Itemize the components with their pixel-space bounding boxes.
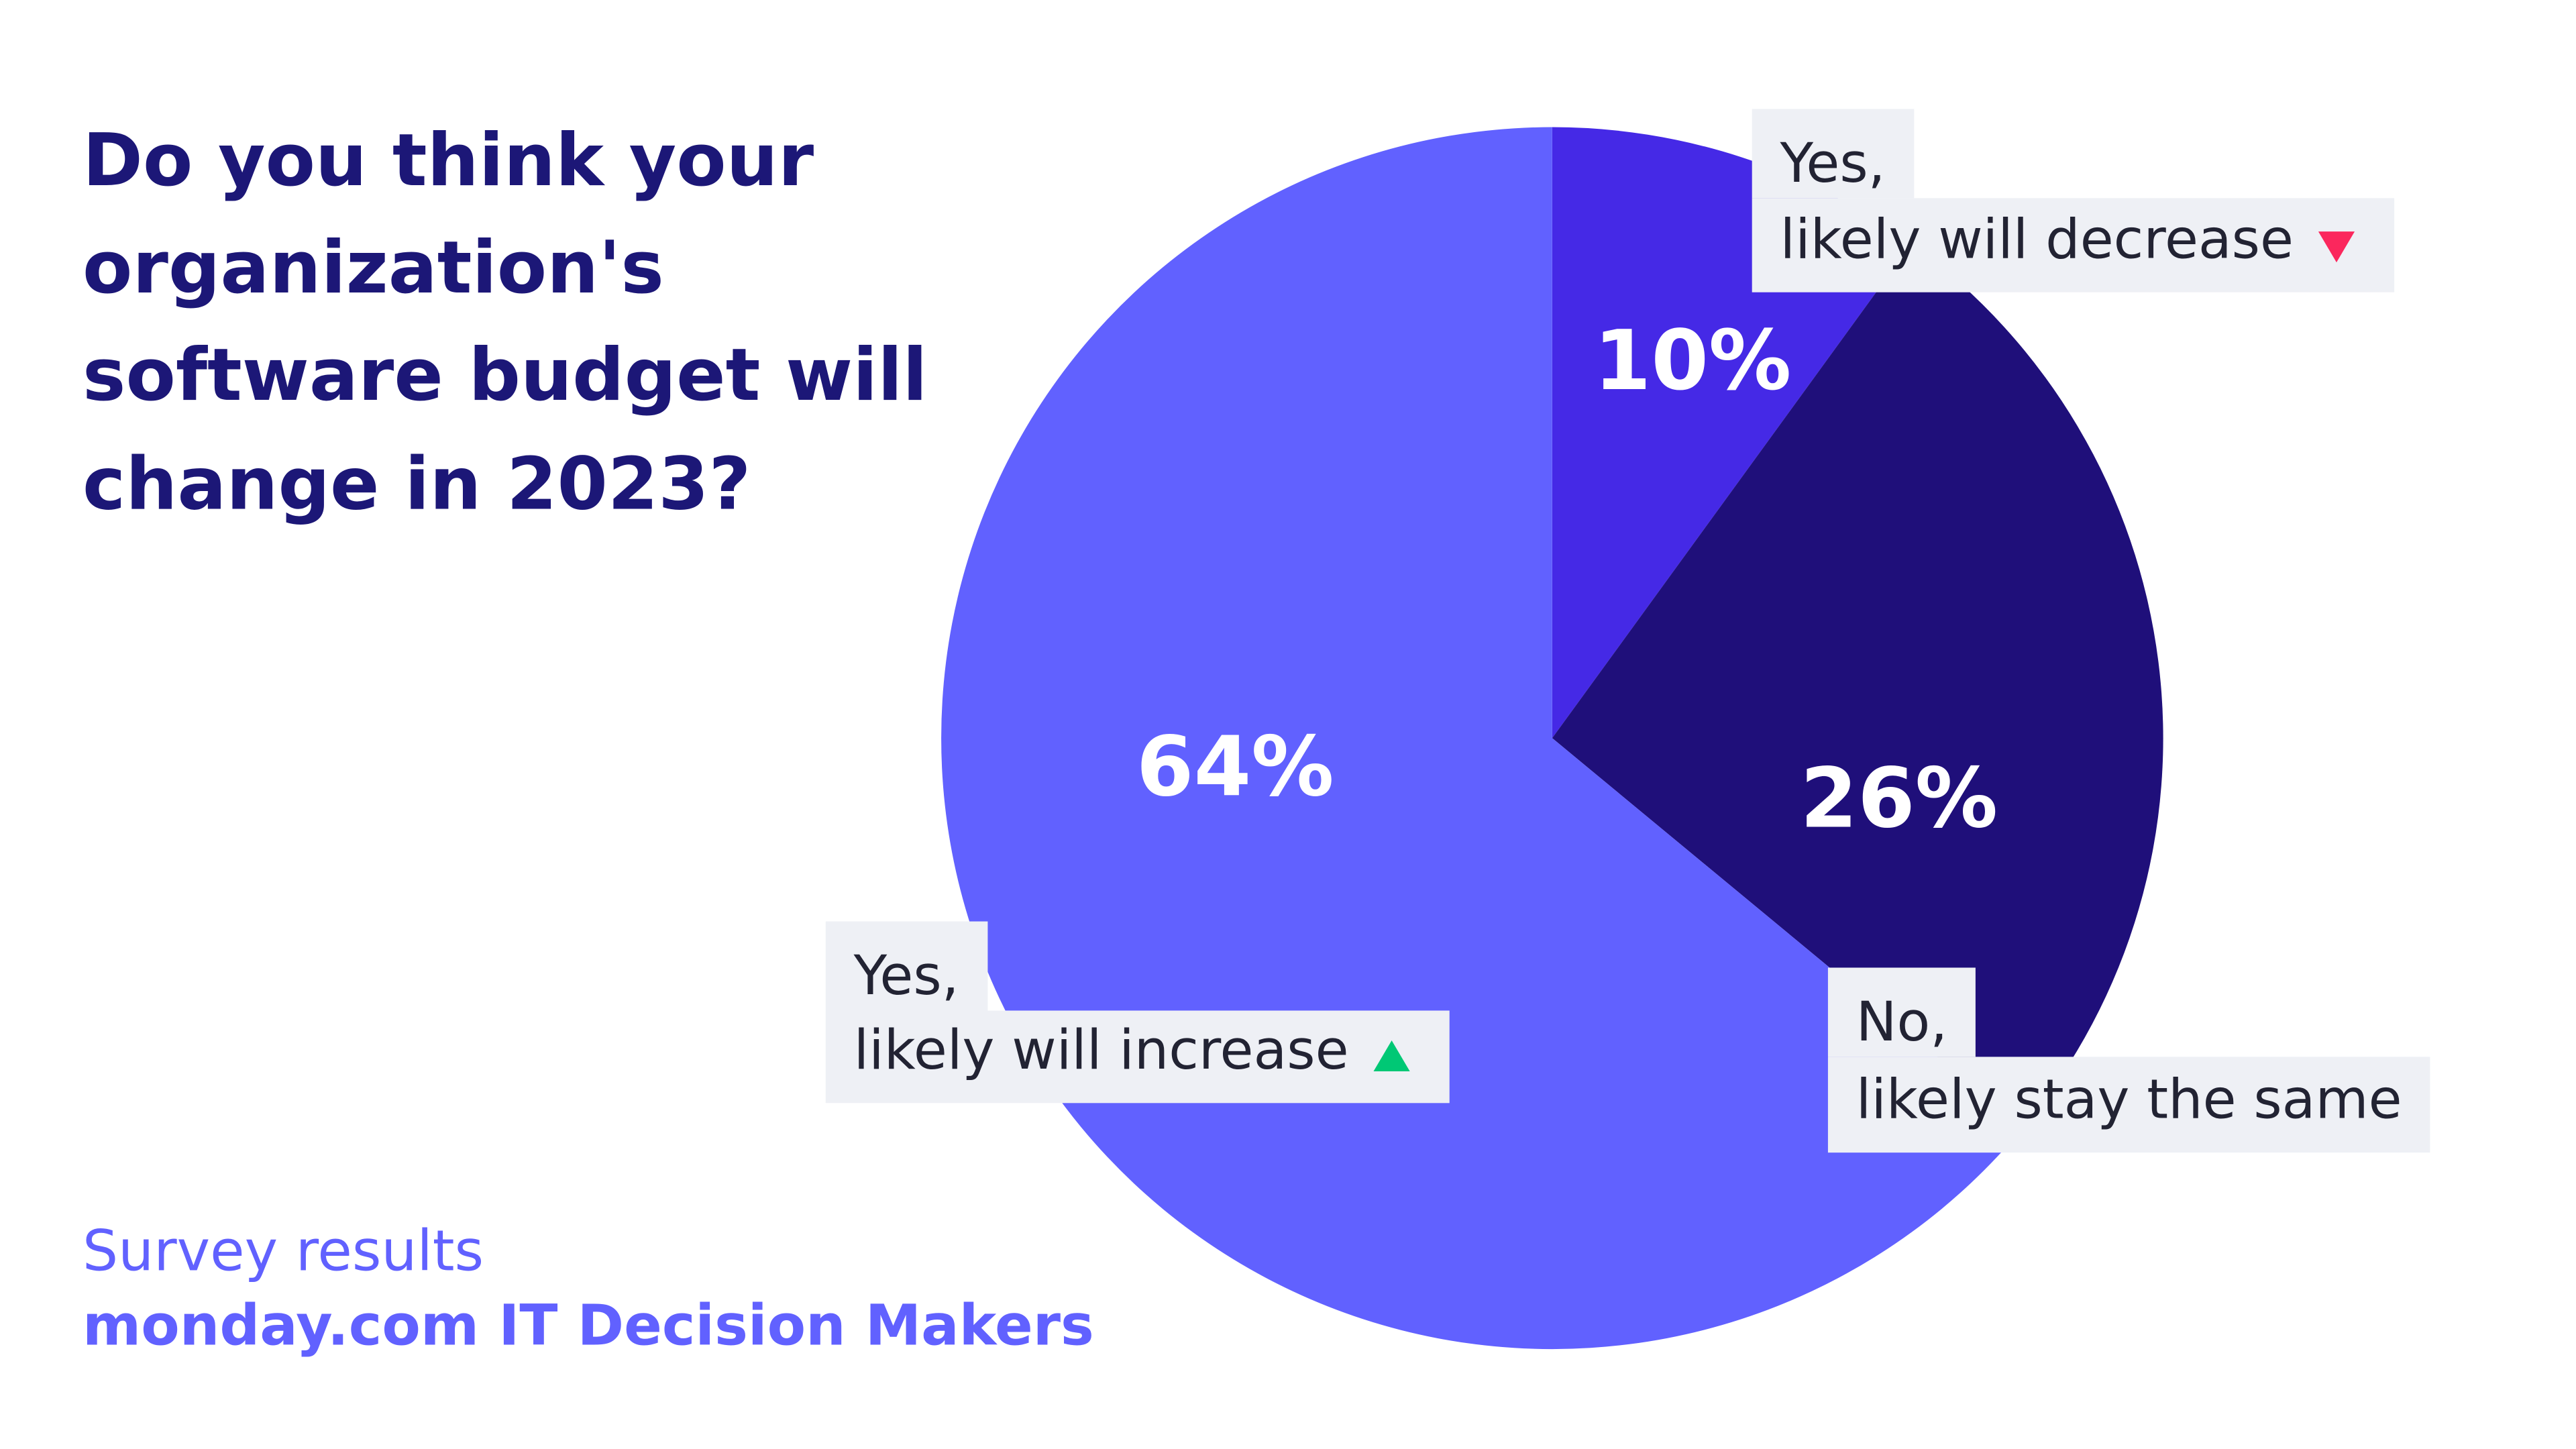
source: monday.com IT Decision Makers: [83, 1292, 1094, 1358]
pie: [941, 127, 2163, 1350]
subtitle: Survey results: [83, 1218, 484, 1284]
category-label-line: likely will decrease: [1780, 208, 2294, 271]
label-box: [1827, 1057, 2430, 1153]
label-box: [825, 1010, 1450, 1104]
chart-title: Do you think your: [83, 117, 814, 203]
chart-title: software budget will: [83, 332, 927, 417]
labels: 10% 26% 64% Yes, likely will decrease No, like…: [825, 109, 2430, 1153]
value-label: 10%: [1594, 313, 1792, 409]
category-label: No, likely stay the same: [1827, 967, 2430, 1153]
label-box: [1752, 198, 2395, 292]
value-label: 64%: [1136, 720, 1334, 816]
label-box: [825, 921, 988, 1011]
category-label: Yes, likely will decrease: [1752, 109, 2395, 292]
category-label-line: Yes,: [853, 945, 959, 1008]
trend-icon: [1373, 1040, 1410, 1072]
chart-title: change in 2023?: [83, 441, 751, 526]
category-label-line: likely stay the same: [1856, 1069, 2402, 1132]
label-box: [1752, 109, 1915, 199]
category-label-line: No,: [1856, 991, 1947, 1054]
category-label: Yes, likely will increase: [825, 921, 1450, 1104]
pie-slice: [1552, 244, 2163, 1128]
category-label-line: likely will increase: [854, 1019, 1349, 1082]
value-label: 26%: [1800, 751, 1998, 847]
category-label-line: Yes,: [1780, 132, 1886, 195]
trend-icon: [2318, 231, 2355, 263]
label-box: [1827, 967, 1976, 1057]
chart-title: organization's: [83, 225, 664, 310]
